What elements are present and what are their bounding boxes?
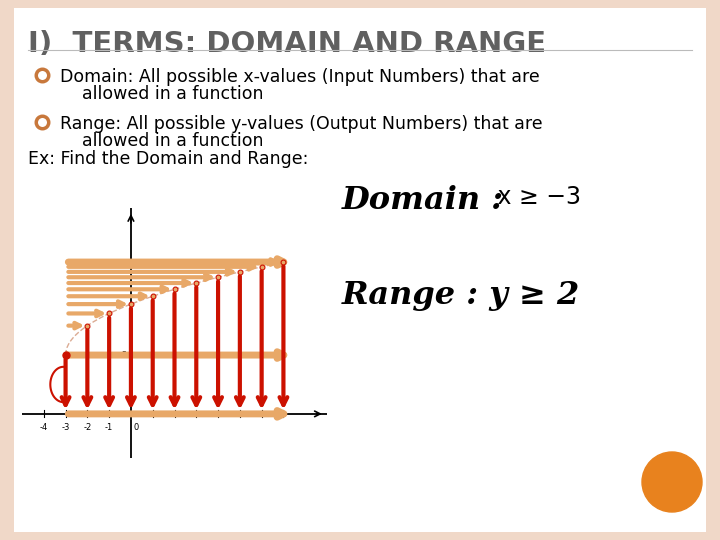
Text: -3: -3 [61,423,70,431]
Text: Range: All possible y-values (Output Numbers) that are: Range: All possible y-values (Output Num… [60,115,543,133]
Text: x ≥ −3: x ≥ −3 [490,185,581,209]
Text: 2: 2 [122,350,127,360]
Text: Range : y ≥ 2: Range : y ≥ 2 [342,280,580,311]
Text: Domain :: Domain : [342,185,504,216]
Text: allowed in a function: allowed in a function [60,132,264,150]
Text: -4: -4 [40,423,48,431]
Text: Ex: Find the Domain and Range:: Ex: Find the Domain and Range: [28,150,308,168]
Text: I)  TERMS: DOMAIN AND RANGE: I) TERMS: DOMAIN AND RANGE [28,30,546,58]
Circle shape [642,452,702,512]
Bar [0,0,14,540]
Text: 0: 0 [133,423,138,431]
Text: -1: -1 [105,423,113,431]
Text: -2: -2 [84,423,91,431]
Text: allowed in a function: allowed in a function [60,85,264,103]
Text: Domain: All possible x-values (Input Numbers) that are: Domain: All possible x-values (Input Num… [60,68,540,86]
Bar [706,0,720,540]
